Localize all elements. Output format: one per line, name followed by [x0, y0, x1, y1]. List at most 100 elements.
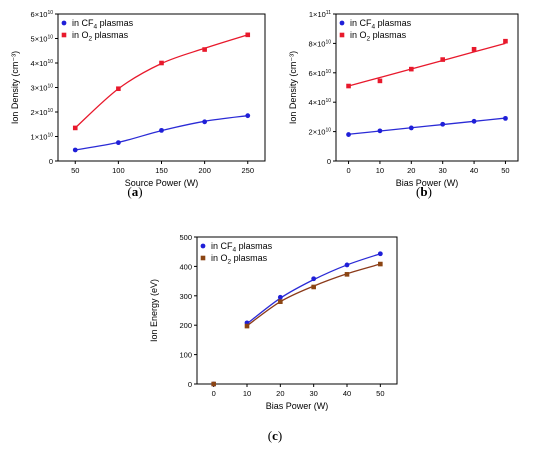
y-tick-mantissa: 500: [179, 233, 192, 242]
legend-suffix: plasmas: [97, 18, 134, 28]
y-tick-mantissa: 5×10: [31, 35, 48, 44]
y-tick-exponent: 10: [47, 133, 53, 139]
x-tick-label: 20: [407, 166, 415, 175]
y-tick-label: 300: [179, 292, 192, 301]
y-tick-label: 6×1010: [309, 69, 332, 78]
legend-name: in O: [72, 30, 89, 40]
x-tick-label: 200: [198, 166, 211, 175]
y-tick-label: 0: [327, 157, 331, 166]
legend-subscript: 4: [233, 247, 237, 254]
data-point: [378, 261, 383, 267]
legend-marker: [200, 243, 206, 249]
panel-label-letter: b: [420, 184, 427, 199]
y-tick-mantissa: 200: [179, 321, 192, 330]
y-tick-label: 400: [179, 262, 192, 271]
y-tick-label: 100: [179, 351, 192, 360]
data-point: [346, 83, 351, 89]
y-tick-mantissa: 4×10: [31, 59, 48, 68]
y-tick-mantissa: 0: [49, 157, 53, 166]
x-axis-label: Source Power (W): [125, 178, 199, 188]
legend-suffix: plasmas: [375, 18, 412, 28]
chart-panel-a: 50 100 150 200 25001×10102×10103×10104×10105…: [10, 10, 266, 199]
data-point: [471, 46, 477, 52]
y-tick-mantissa: 0: [327, 157, 331, 166]
legend-marker: [339, 32, 345, 38]
y-tick-mantissa: 0: [188, 380, 192, 389]
legend-suffix: plasmas: [370, 30, 407, 40]
data-point: [72, 147, 78, 153]
y-tick-exponent: 10: [47, 35, 53, 41]
y-tick-mantissa: 6×10: [309, 69, 326, 78]
x-axis-label: Bias Power (W): [266, 401, 329, 411]
y-tick-label: 1×1011: [309, 10, 331, 19]
fit-line-red: [74, 34, 248, 129]
panel-label-close: ): [428, 184, 432, 199]
y-tick-label: 4×1010: [309, 98, 332, 107]
x-tick-label: 0: [212, 389, 216, 398]
legend-suffix: plasmas: [92, 30, 129, 40]
legend-marker: [339, 20, 345, 26]
fit-line-blue: [348, 117, 506, 135]
y-axis-label: Ion Density (cm⁻³): [10, 51, 20, 124]
panel-label-letter: a: [132, 184, 139, 199]
x-tick-label: 10: [376, 166, 384, 175]
legend-marker: [200, 255, 206, 261]
data-point: [278, 299, 283, 304]
data-point: [344, 272, 350, 277]
y-tick-mantissa: 6×10: [31, 10, 48, 19]
y-tick-label: 0: [188, 380, 192, 389]
legend-subscript: 2: [367, 36, 371, 43]
y-tick-mantissa: 4×10: [309, 98, 326, 107]
legend-marker: [61, 20, 67, 26]
x-tick-label: 50: [501, 166, 509, 175]
data-point: [115, 140, 121, 146]
legend-entry: in CF4 plasmas: [72, 18, 134, 31]
y-tick-label: 0: [49, 157, 53, 166]
data-point: [311, 284, 316, 290]
legend-entry: in CF4 plasmas: [211, 241, 273, 254]
data-point: [277, 294, 283, 300]
y-tick-mantissa: 8×10: [309, 39, 326, 48]
y-tick-exponent: 10: [325, 39, 331, 45]
x-tick-label: 250: [241, 166, 254, 175]
legend-name: in CF: [211, 241, 233, 251]
data-point: [503, 38, 508, 44]
data-point: [377, 128, 383, 134]
x-tick-label: 40: [343, 389, 351, 398]
legend-subscript: 2: [228, 259, 232, 266]
legend-suffix: plasmas: [231, 253, 268, 263]
legend-subscript: 4: [372, 24, 376, 31]
legend-subscript: 2: [89, 36, 93, 43]
panel-label-letter: c: [272, 428, 278, 443]
panel-label-close: ): [278, 428, 282, 443]
x-tick-label: 100: [112, 166, 125, 175]
panel-label: (c): [268, 428, 282, 443]
panel-label-open: (: [416, 184, 420, 199]
plot-frame: [196, 236, 398, 385]
y-tick-label: 6×1010: [31, 10, 54, 19]
legend-name: in CF: [72, 18, 94, 28]
legend-name: in O: [211, 253, 228, 263]
fit-line-blue: [75, 115, 248, 151]
y-tick-label: 2×1010: [31, 108, 54, 117]
data-point: [202, 47, 207, 52]
legend-entry: in O2 plasmas: [350, 30, 407, 43]
y-tick-label: 1×1010: [31, 133, 54, 142]
data-point: [409, 66, 414, 72]
x-tick-label: 10: [243, 389, 251, 398]
panel-label: (b): [416, 184, 432, 199]
y-tick-exponent: 10: [47, 59, 53, 65]
data-point: [311, 276, 317, 282]
y-axis-label: Ion Density (cm⁻³): [288, 51, 298, 124]
data-point: [245, 113, 251, 119]
data-point: [211, 381, 216, 387]
x-tick-label: 30: [439, 166, 447, 175]
y-tick-mantissa: 100: [179, 351, 192, 360]
legend-marker: [61, 32, 67, 38]
x-tick-label: 50: [376, 389, 384, 398]
y-tick-exponent: 10: [47, 84, 53, 90]
y-tick-mantissa: 1×10: [31, 133, 48, 142]
data-point: [440, 121, 446, 127]
